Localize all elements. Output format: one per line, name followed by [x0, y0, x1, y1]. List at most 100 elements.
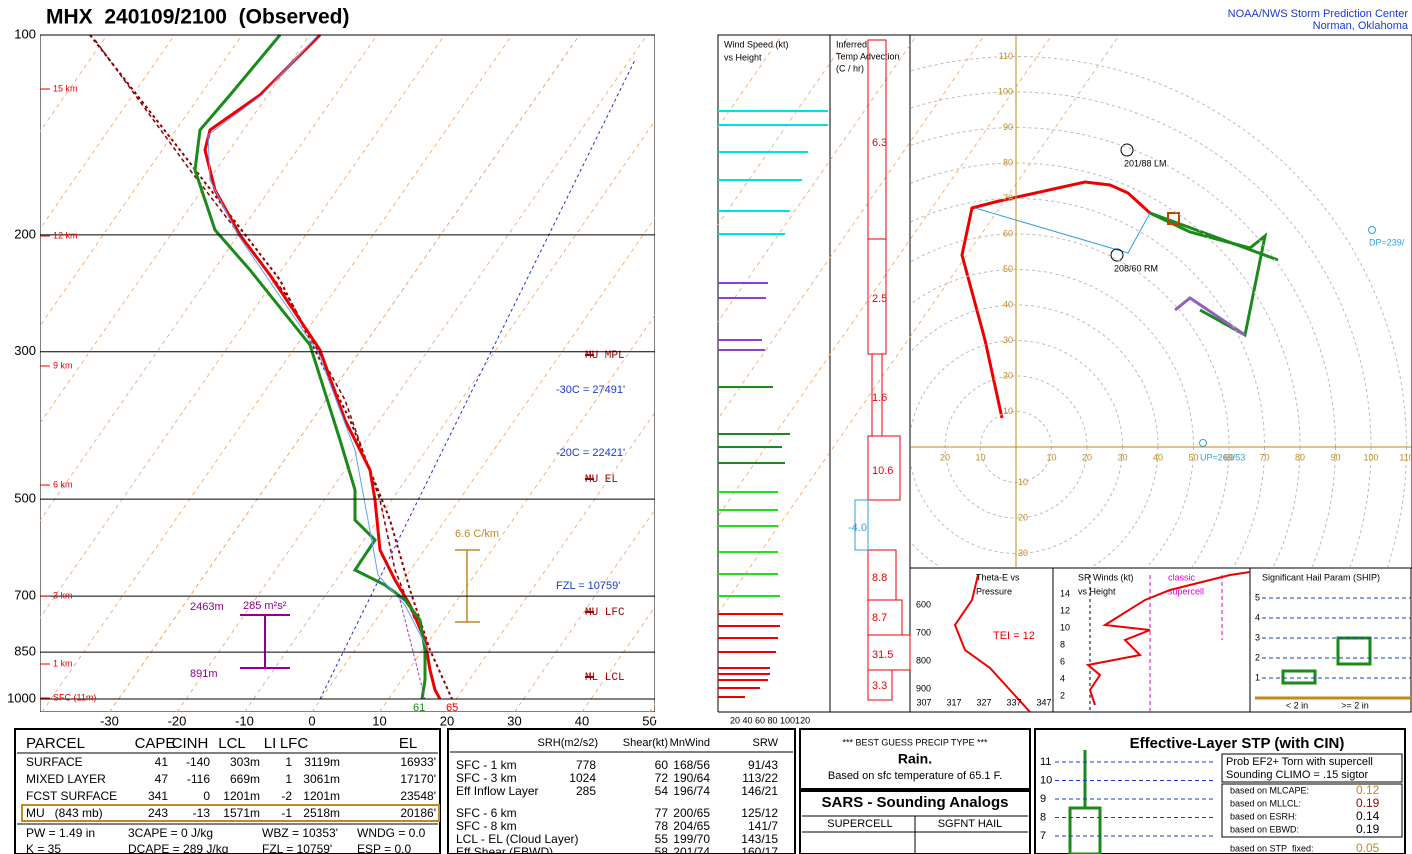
kin-cell: 160/17 [741, 845, 778, 854]
adv-title: Inferred [836, 39, 867, 49]
dp-marker [1368, 226, 1376, 234]
adv-value: 10.6 [872, 465, 893, 477]
stp-frame [1034, 728, 1406, 854]
kin-frame [447, 728, 796, 854]
kin-label: SFC - 3 km [456, 771, 517, 785]
parcel-cell: 1 [285, 755, 292, 769]
parcel-cell: 20186' [400, 806, 436, 820]
temp-label: 20 [440, 713, 454, 728]
parcel-cell: 2518m [303, 806, 340, 820]
kin-cell: 77 [655, 806, 669, 820]
parcel-cell: 0 [203, 789, 210, 803]
pressure-label: 500 [14, 491, 36, 506]
sr-y: 10 [1060, 622, 1070, 632]
adv-value: 8.8 [872, 572, 887, 584]
adv-boxes [867, 39, 911, 701]
parcel-cell: 23548' [400, 789, 436, 803]
isotherm [244, 34, 715, 713]
parcel-extra: DCAPE = 289 J/kg [128, 842, 228, 854]
thetae-line [953, 574, 1031, 713]
hodo-y-label: 80 [1003, 157, 1013, 167]
thetae-p: 700 [916, 627, 931, 637]
sr-title: SR Winds (kt) [1078, 572, 1134, 582]
lapse-bracket [455, 549, 480, 623]
isotherm [649, 34, 1120, 713]
parcel-cell: -116 [187, 772, 210, 786]
hodo-x-label: 110 [1399, 452, 1412, 462]
mask [0, 712, 718, 716]
m30-level: -30C = 27491' [556, 384, 625, 396]
sr-y: 4 [1060, 673, 1065, 683]
precip-title: *** BEST GUESS PRECIP TYPE *** [842, 737, 988, 747]
parcel-cell: 341 [148, 789, 168, 803]
adv-value: 6.3 [872, 137, 887, 149]
height-label: 6 km [53, 479, 73, 489]
ship-title: Significant Hail Param (SHIP) [1262, 572, 1380, 582]
hodo-y-label: 90 [1003, 122, 1013, 132]
wind-title: vs Height [724, 52, 762, 62]
parcel-cell: 1571m [223, 806, 260, 820]
sr-y: 6 [1060, 656, 1065, 666]
isotherm [0, 34, 445, 676]
thetae-x: 307 [916, 697, 931, 707]
sr-y: 14 [1060, 588, 1070, 598]
parcel-frame [14, 728, 441, 854]
temp-label: -10 [235, 713, 254, 728]
height-label: SFC (11m) [53, 692, 96, 702]
hodo-x-label: 60 [1224, 452, 1234, 462]
parcel-header: PARCEL [26, 735, 85, 752]
eff-bottom: 891m [190, 668, 218, 680]
temp-label: 30 [507, 713, 521, 728]
hodo-x-label: 50 [1188, 452, 1198, 462]
parcel-header: EL [399, 735, 417, 752]
rm-label: 208/60 RM [1114, 263, 1158, 273]
stp-based: based on STP_fixed: [1230, 843, 1314, 853]
parcel-extra: FZL = 10759' [262, 842, 332, 854]
hodo-y-label: 30 [1018, 548, 1028, 558]
kin-cell: 285 [576, 784, 596, 798]
hodo-x-label: 100 [1363, 452, 1378, 462]
hodo-y-label: 10 [1003, 406, 1013, 416]
parcel-cell: -1 [281, 806, 292, 820]
stp-based-value: 0.05 [1356, 841, 1380, 854]
hodo-inflow [974, 207, 1151, 254]
parcel-cell: 1 [285, 772, 292, 786]
kin-cell: 54 [655, 784, 669, 798]
parcel-cell: 16933' [400, 755, 436, 769]
adv-value: 2.5 [872, 293, 887, 305]
parcel-cell: 303m [230, 755, 260, 769]
thetae-title: Theta-E vs [976, 572, 1020, 582]
parcel-extra: WNDG = 0.0 [357, 826, 426, 840]
hodo-x-label: 10 [975, 452, 985, 462]
parcel-extra: ESP = 0.0 [357, 842, 411, 854]
adv-box-cold [854, 499, 869, 551]
credit: Norman, Oklahoma [1313, 20, 1409, 32]
sfc-td: 61 [413, 702, 425, 714]
hodo-x-label: 20 [940, 452, 950, 462]
stp-based-value: 0.14 [1356, 809, 1380, 823]
sars-frame [799, 790, 1031, 854]
adv-value: 31.5 [872, 649, 893, 661]
height-label: 9 km [53, 360, 73, 370]
stp-title: Effective-Layer STP (with CIN) [1130, 735, 1345, 752]
parcel-cell: 3119m [304, 755, 340, 769]
parcel-header: LFC [280, 735, 309, 752]
hodo-y-label: 40 [1003, 299, 1013, 309]
credit: NOAA/NWS Storm Prediction Center [1228, 8, 1409, 20]
parcel-cell: 243 [148, 806, 168, 820]
parcel-cell: 41 [155, 755, 169, 769]
adv-value: 3.3 [872, 680, 887, 692]
pressure-label: 300 [14, 343, 36, 358]
sars-col: SUPERCELL [827, 818, 892, 830]
thetae-p: 900 [916, 683, 931, 693]
kin-label: Eff Shear (EBWD) [456, 845, 553, 854]
kin-cell: 201/74 [673, 845, 710, 854]
lapse-rate: 6.6 C/km [455, 528, 499, 540]
hodo-y-label: 20 [1018, 512, 1028, 522]
stp-prob: Sounding CLIMO = .15 sigtor [1226, 769, 1368, 781]
precip-frame [799, 728, 1031, 790]
parcel-extra: K = 35 [26, 842, 61, 854]
parcel-cell: 1201m [303, 789, 340, 803]
temp-label: -30 [100, 713, 119, 728]
